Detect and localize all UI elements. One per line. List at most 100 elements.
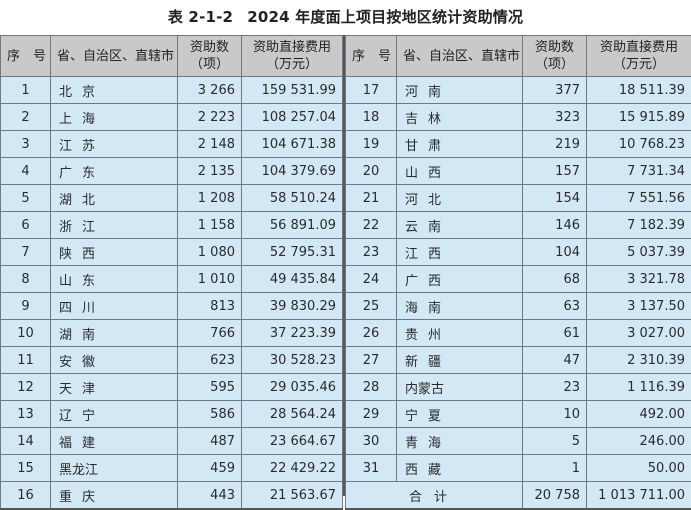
cell-count: 595 — [178, 374, 242, 401]
cell-cost: 18 511.39 — [587, 77, 691, 104]
table-title-text: 2024 年度面上项目按地区统计资助情况 — [247, 8, 523, 26]
cell-region: 浙江 — [51, 212, 178, 239]
cell-count: 2 135 — [178, 158, 242, 185]
cell-cost: 5 037.39 — [587, 239, 691, 266]
cell-region: 四川 — [51, 293, 178, 320]
cell-cost: 30 528.23 — [242, 347, 343, 374]
cell-seq: 3 — [1, 131, 51, 158]
cell-region: 江西 — [397, 239, 523, 266]
cell-region: 宁夏 — [397, 401, 523, 428]
cell-region: 广西 — [397, 266, 523, 293]
cell-cost: 104 379.69 — [242, 158, 343, 185]
cell-count: 23 — [523, 374, 587, 401]
cell-seq: 24 — [346, 266, 397, 293]
cell-region: 广东 — [51, 158, 178, 185]
total-cost: 1 013 711.00 — [587, 482, 691, 510]
cell-seq: 17 — [346, 77, 397, 104]
cell-seq: 19 — [346, 131, 397, 158]
cell-seq: 15 — [1, 455, 51, 482]
cell-seq: 23 — [346, 239, 397, 266]
cell-region: 新疆 — [397, 347, 523, 374]
header-count-line2: （项） — [190, 57, 229, 72]
cell-seq: 30 — [346, 428, 397, 455]
cell-cost: 7 551.56 — [587, 185, 691, 212]
header-cost: 资助直接费用（万元） — [587, 36, 691, 77]
header-seq: 序 号 — [346, 36, 397, 77]
header-cost-line2: （万元） — [613, 57, 665, 72]
cell-seq: 5 — [1, 185, 51, 212]
cell-count: 377 — [523, 77, 587, 104]
cell-seq: 6 — [1, 212, 51, 239]
cell-seq: 7 — [1, 239, 51, 266]
cell-seq: 27 — [346, 347, 397, 374]
total-count: 20 758 — [523, 482, 587, 510]
cell-seq: 14 — [1, 428, 51, 455]
cell-cost: 3 027.00 — [587, 320, 691, 347]
header-row: 序 号 省、自治区、直辖市 资助数 （项） 资助直接费用（万元） — [346, 36, 691, 77]
cell-cost: 246.00 — [587, 428, 691, 455]
cell-seq: 18 — [346, 104, 397, 131]
cell-count: 61 — [523, 320, 587, 347]
cell-count: 104 — [523, 239, 587, 266]
header-count-line2: （项） — [535, 57, 574, 72]
total-label: 合计 — [346, 482, 523, 510]
cell-region: 湖南 — [51, 320, 178, 347]
cell-cost: 22 429.22 — [242, 455, 343, 482]
cell-seq: 25 — [346, 293, 397, 320]
cell-cost: 49 435.84 — [242, 266, 343, 293]
header-seq: 序 号 — [1, 36, 51, 77]
cell-cost: 23 664.67 — [242, 428, 343, 455]
cell-region: 吉林 — [397, 104, 523, 131]
cell-seq: 29 — [346, 401, 397, 428]
cell-seq: 16 — [1, 482, 51, 510]
cell-cost: 104 671.38 — [242, 131, 343, 158]
header-count: 资助数（项） — [178, 36, 242, 77]
cell-region: 西藏 — [397, 455, 523, 482]
header-count-line1: 资助数 — [535, 40, 574, 55]
cell-seq: 4 — [1, 158, 51, 185]
cell-cost: 37 223.39 — [242, 320, 343, 347]
header-row: 序 号 省、自治区、直辖市 资助数（项） 资助直接费用（万元） — [1, 36, 343, 77]
cell-region: 海南 — [397, 293, 523, 320]
cell-cost: 7 731.34 — [587, 158, 691, 185]
cell-region: 陕西 — [51, 239, 178, 266]
cell-cost: 1 116.39 — [587, 374, 691, 401]
header-region: 省、自治区、直辖市 — [397, 36, 523, 77]
cell-region: 云南 — [397, 212, 523, 239]
header-cost: 资助直接费用（万元） — [242, 36, 343, 77]
cell-cost: 29 035.46 — [242, 374, 343, 401]
cell-count: 443 — [178, 482, 242, 510]
cell-count: 323 — [523, 104, 587, 131]
cell-seq: 10 — [1, 320, 51, 347]
header-region: 省、自治区、直辖市 — [51, 36, 178, 77]
cell-count: 2 223 — [178, 104, 242, 131]
cell-seq: 9 — [1, 293, 51, 320]
cell-seq: 2 — [1, 104, 51, 131]
cell-count: 623 — [178, 347, 242, 374]
cell-seq: 20 — [346, 158, 397, 185]
cell-count: 5 — [523, 428, 587, 455]
cell-seq: 13 — [1, 401, 51, 428]
cell-cost: 7 182.39 — [587, 212, 691, 239]
